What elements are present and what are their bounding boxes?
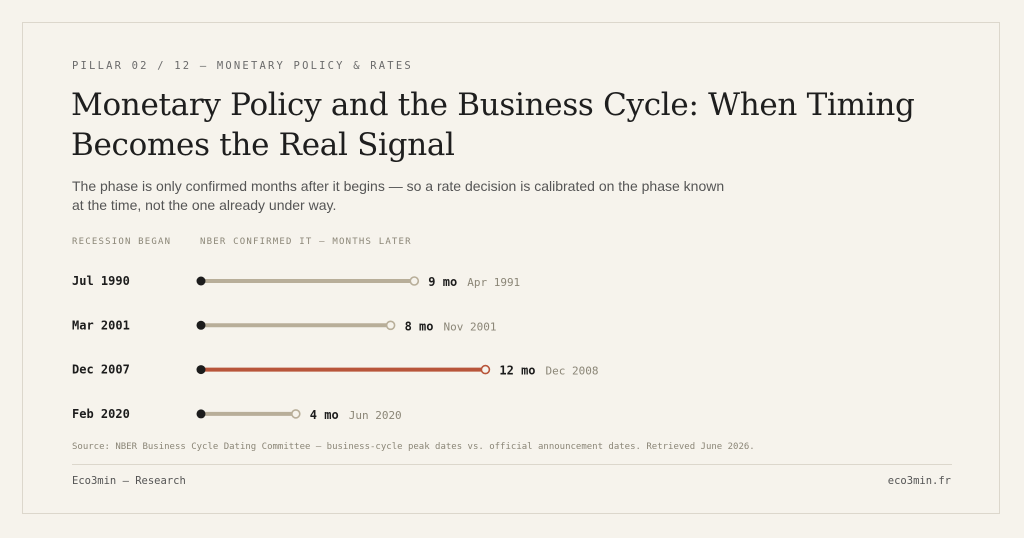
start-dot: [196, 320, 206, 330]
page-title: Monetary Policy and the Business Cycle: …: [71, 87, 915, 163]
footer-site: eco3min.fr: [887, 475, 951, 487]
row-date-label: Feb 2020: [72, 407, 130, 421]
end-dot: [385, 320, 396, 331]
end-dot: [480, 364, 491, 375]
announcement-date-label: Dec 2008: [546, 365, 599, 378]
lag-value-label: 9 mo: [428, 275, 457, 289]
end-dot: [409, 276, 420, 286]
lag-chart: Jul 1990 9 mo Apr 1991 Mar 2001 8 mo Nov 2001…: [72, 274, 599, 422]
lag-value-label: 12 mo: [499, 364, 535, 378]
row-date-label: Dec 2007: [72, 363, 130, 377]
footer-divider: [72, 464, 952, 465]
start-dot: [196, 365, 206, 375]
eyebrow-label: PILLAR 02 / 12 — MONETARY POLICY & RATES: [72, 60, 413, 72]
content-card: PILLAR 02 / 12 — MONETARY POLICY & RATES…: [22, 22, 1000, 514]
source-note: Source: NBER Business Cycle Dating Commi…: [72, 442, 755, 452]
footer-brand: Eco3min — Research: [72, 475, 186, 487]
column-header-left: RECESSION BEGAN: [72, 237, 172, 247]
lag-value-label: 8 mo: [405, 319, 434, 333]
row-date-label: Jul 1990: [72, 274, 130, 288]
announcement-date-label: Jun 2020: [349, 409, 402, 422]
row-date-label: Mar 2001: [72, 318, 130, 332]
end-dot: [290, 409, 301, 419]
announcement-date-label: Apr 1991: [467, 276, 520, 289]
column-header-right: NBER CONFIRMED IT — MONTHS LATER: [200, 237, 412, 247]
page-subtitle: The phase is only confirmed months after…: [72, 178, 725, 213]
lag-value-label: 4 mo: [310, 408, 339, 422]
announcement-date-label: Nov 2001: [444, 320, 497, 333]
start-dot: [196, 409, 206, 419]
start-dot: [196, 276, 206, 286]
